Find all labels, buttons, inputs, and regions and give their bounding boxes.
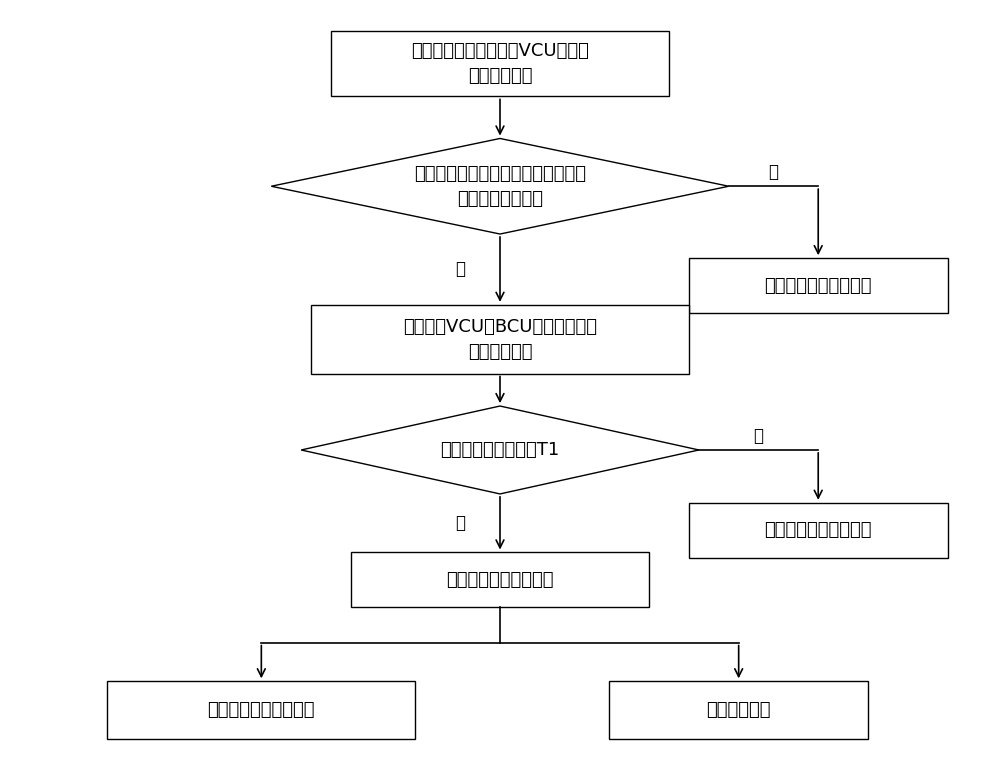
FancyBboxPatch shape <box>689 503 948 557</box>
FancyBboxPatch shape <box>351 552 649 608</box>
FancyBboxPatch shape <box>689 258 948 313</box>
Text: 关闭电池加热循环回路: 关闭电池加热循环回路 <box>764 276 872 295</box>
Polygon shape <box>301 406 699 494</box>
Text: 是: 是 <box>455 260 465 279</box>
FancyBboxPatch shape <box>331 32 669 96</box>
Text: 判断该温度是否低于T1: 判断该温度是否低于T1 <box>440 441 560 459</box>
Text: 通过所述VCU从BCU获取电池内部
平均温度信息: 通过所述VCU从BCU获取电池内部 平均温度信息 <box>403 318 597 360</box>
Text: 是: 是 <box>455 514 465 532</box>
Text: 控制水泵转速: 控制水泵转速 <box>706 701 771 719</box>
Text: 开启电池加热循环回路: 开启电池加热循环回路 <box>446 571 554 589</box>
Text: 否: 否 <box>754 427 764 445</box>
Polygon shape <box>271 139 729 234</box>
Text: 控制加热器的加热功率: 控制加热器的加热功率 <box>208 701 315 719</box>
Text: 关闭电池加热循环回路: 关闭电池加热循环回路 <box>764 521 872 539</box>
FancyBboxPatch shape <box>107 681 415 738</box>
FancyBboxPatch shape <box>311 305 689 373</box>
Text: 否: 否 <box>768 163 778 182</box>
FancyBboxPatch shape <box>609 681 868 738</box>
Text: 热管理模块控制器接收VCU发送的
工作模式信息: 热管理模块控制器接收VCU发送的 工作模式信息 <box>411 42 589 85</box>
Text: 根据工作模式信息判断是否可以开启
电池加热循环回路: 根据工作模式信息判断是否可以开启 电池加热循环回路 <box>414 165 586 208</box>
